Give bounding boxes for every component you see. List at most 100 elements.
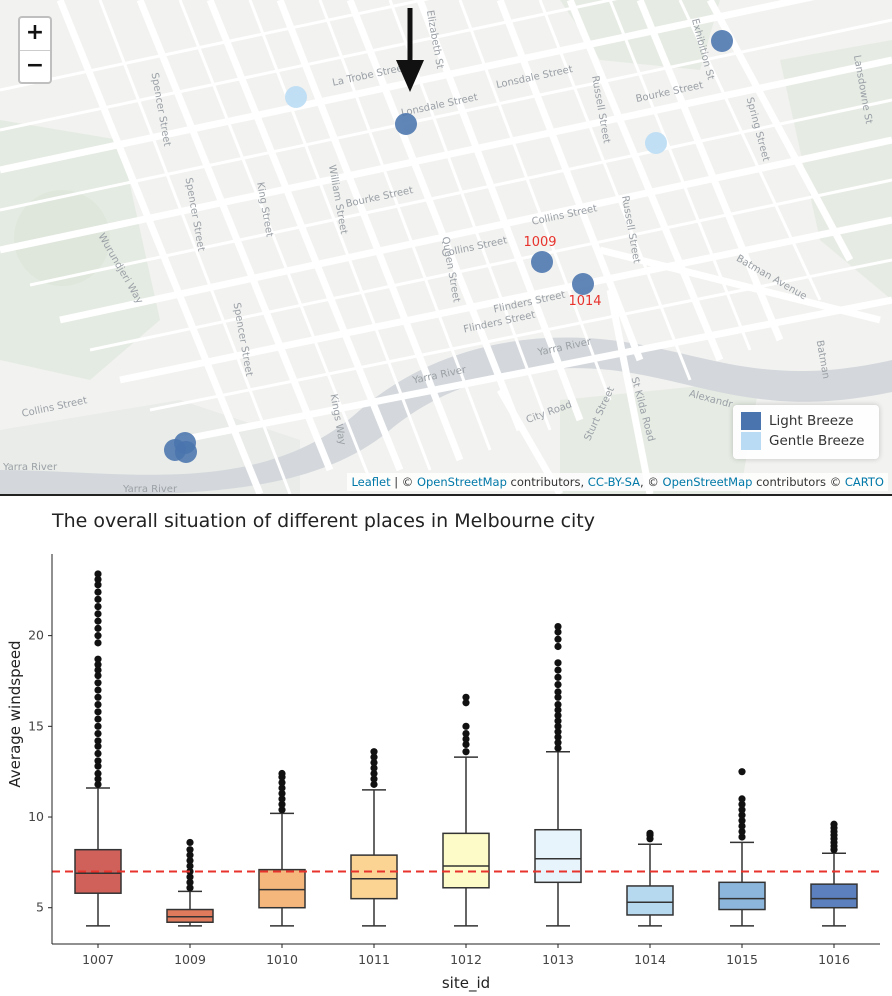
outlier-point xyxy=(462,748,470,756)
osm-link-2[interactable]: OpenStreetMap xyxy=(662,475,753,489)
osm-link[interactable]: OpenStreetMap xyxy=(416,475,507,489)
outlier-point xyxy=(554,722,562,730)
outlier-point xyxy=(94,639,102,647)
site-marker[interactable] xyxy=(531,251,553,273)
street-label: Spencer Street xyxy=(183,177,207,252)
street-label: Spencer Street xyxy=(231,302,255,377)
outlier-point xyxy=(278,784,286,792)
site-label-1014: 1014 xyxy=(568,294,601,309)
outlier-point xyxy=(370,780,378,788)
outlier-point xyxy=(278,795,286,803)
site-marker[interactable] xyxy=(285,86,307,108)
legend-swatch xyxy=(741,412,761,430)
site-label-1009: 1009 xyxy=(523,235,556,250)
legend-item-light-breeze: Light Breeze xyxy=(741,411,871,431)
outlier-point xyxy=(738,833,746,841)
box-iqr xyxy=(534,828,582,884)
legend-label: Light Breeze xyxy=(769,413,854,429)
zoom-out-button[interactable]: − xyxy=(20,50,50,82)
outlier-point xyxy=(94,729,102,738)
box-1010 xyxy=(258,769,306,927)
site-markers[interactable] xyxy=(164,30,733,463)
map-view[interactable]: La Trobe Street Lonsdale Street Lonsdale S… xyxy=(0,0,892,496)
outlier-point xyxy=(94,715,102,723)
outlier-point xyxy=(462,722,470,730)
outlier-point xyxy=(278,789,286,798)
outlier-point xyxy=(554,693,562,701)
outlier-point xyxy=(94,749,102,758)
box-1009 xyxy=(166,838,214,927)
box-iqr xyxy=(442,832,490,889)
outlier-point xyxy=(370,775,378,783)
attribution-text: contributors © xyxy=(752,475,845,489)
outlier-point xyxy=(94,769,102,778)
chart-title: The overall situation of different place… xyxy=(52,510,595,532)
site-marker[interactable] xyxy=(645,132,667,154)
outlier-point xyxy=(554,717,562,725)
outlier-point xyxy=(370,753,378,761)
outlier-point xyxy=(370,748,378,756)
x-tick-label: 1014 xyxy=(634,952,666,967)
outlier-point xyxy=(94,588,102,596)
outlier-point xyxy=(186,884,194,892)
x-axis: 1007 1009 1010 1011 1012 1013 1014 1015 1016 xyxy=(82,944,850,967)
outlier-point xyxy=(554,728,562,736)
y-tick-label: 20 xyxy=(28,628,44,643)
outlier-point xyxy=(738,800,746,808)
outlier-point xyxy=(94,693,102,701)
outlier-point xyxy=(94,617,102,625)
site-marker[interactable] xyxy=(711,30,733,52)
leaflet-link[interactable]: Leaflet xyxy=(351,475,391,489)
cc-by-sa-link[interactable]: CC-BY-SA xyxy=(587,475,641,489)
outlier-point xyxy=(186,846,194,854)
outlier-point xyxy=(738,795,746,803)
site-marker[interactable] xyxy=(395,113,417,135)
outlier-point xyxy=(830,820,838,828)
site-marker[interactable] xyxy=(572,273,594,295)
outlier-point xyxy=(186,873,194,881)
site-marker[interactable] xyxy=(175,441,197,463)
arrow-down-icon xyxy=(396,8,424,92)
outlier-point xyxy=(278,800,286,808)
yarra-river xyxy=(0,337,892,494)
outlier-point xyxy=(94,679,102,687)
outlier-point xyxy=(94,581,102,589)
y-axis-label: Average windspeed xyxy=(6,640,24,787)
outlier-point xyxy=(94,624,102,632)
outlier-point xyxy=(462,693,470,701)
outlier-point xyxy=(94,671,102,680)
outlier-point xyxy=(278,778,286,787)
y-tick-label: 5 xyxy=(36,900,44,915)
boxplot-chart: 5 10 15 20 1007 1009 1010 1011 1012 1013 1014 1015… xyxy=(0,496,892,996)
outlier-point xyxy=(738,817,746,825)
zoom-in-button[interactable]: + xyxy=(25,20,45,45)
outlier-point xyxy=(94,603,102,611)
x-tick-label: 1012 xyxy=(450,952,482,967)
outlier-point xyxy=(186,856,194,865)
outlier-point xyxy=(94,666,102,674)
x-axis-label: site_id xyxy=(442,974,490,993)
outlier-point xyxy=(186,851,194,859)
outlier-point xyxy=(554,711,562,720)
outlier-point xyxy=(94,762,102,770)
carto-link[interactable]: CARTO xyxy=(844,475,884,489)
outlier-point xyxy=(554,659,562,667)
outlier-point xyxy=(94,595,102,603)
street-label: Yarra River xyxy=(2,462,58,473)
box-1015 xyxy=(718,768,766,927)
attribution-text: contributors, xyxy=(506,475,588,489)
outlier-point xyxy=(462,729,470,738)
outlier-point xyxy=(94,661,102,669)
legend-item-gentle-breeze: Gentle Breeze xyxy=(741,431,871,451)
outlier-point xyxy=(554,628,562,636)
map-attribution: Leaflet | © OpenStreetMap contributors, … xyxy=(347,473,888,491)
box-1011 xyxy=(350,748,398,927)
zoom-control: + − xyxy=(18,16,52,84)
outlier-point xyxy=(554,744,562,752)
map-legend: Light Breeze Gentle Breeze xyxy=(733,405,879,459)
outlier-point xyxy=(462,699,470,707)
outlier-point xyxy=(278,806,286,814)
box-1013 xyxy=(534,622,582,927)
outlier-point xyxy=(94,655,102,663)
